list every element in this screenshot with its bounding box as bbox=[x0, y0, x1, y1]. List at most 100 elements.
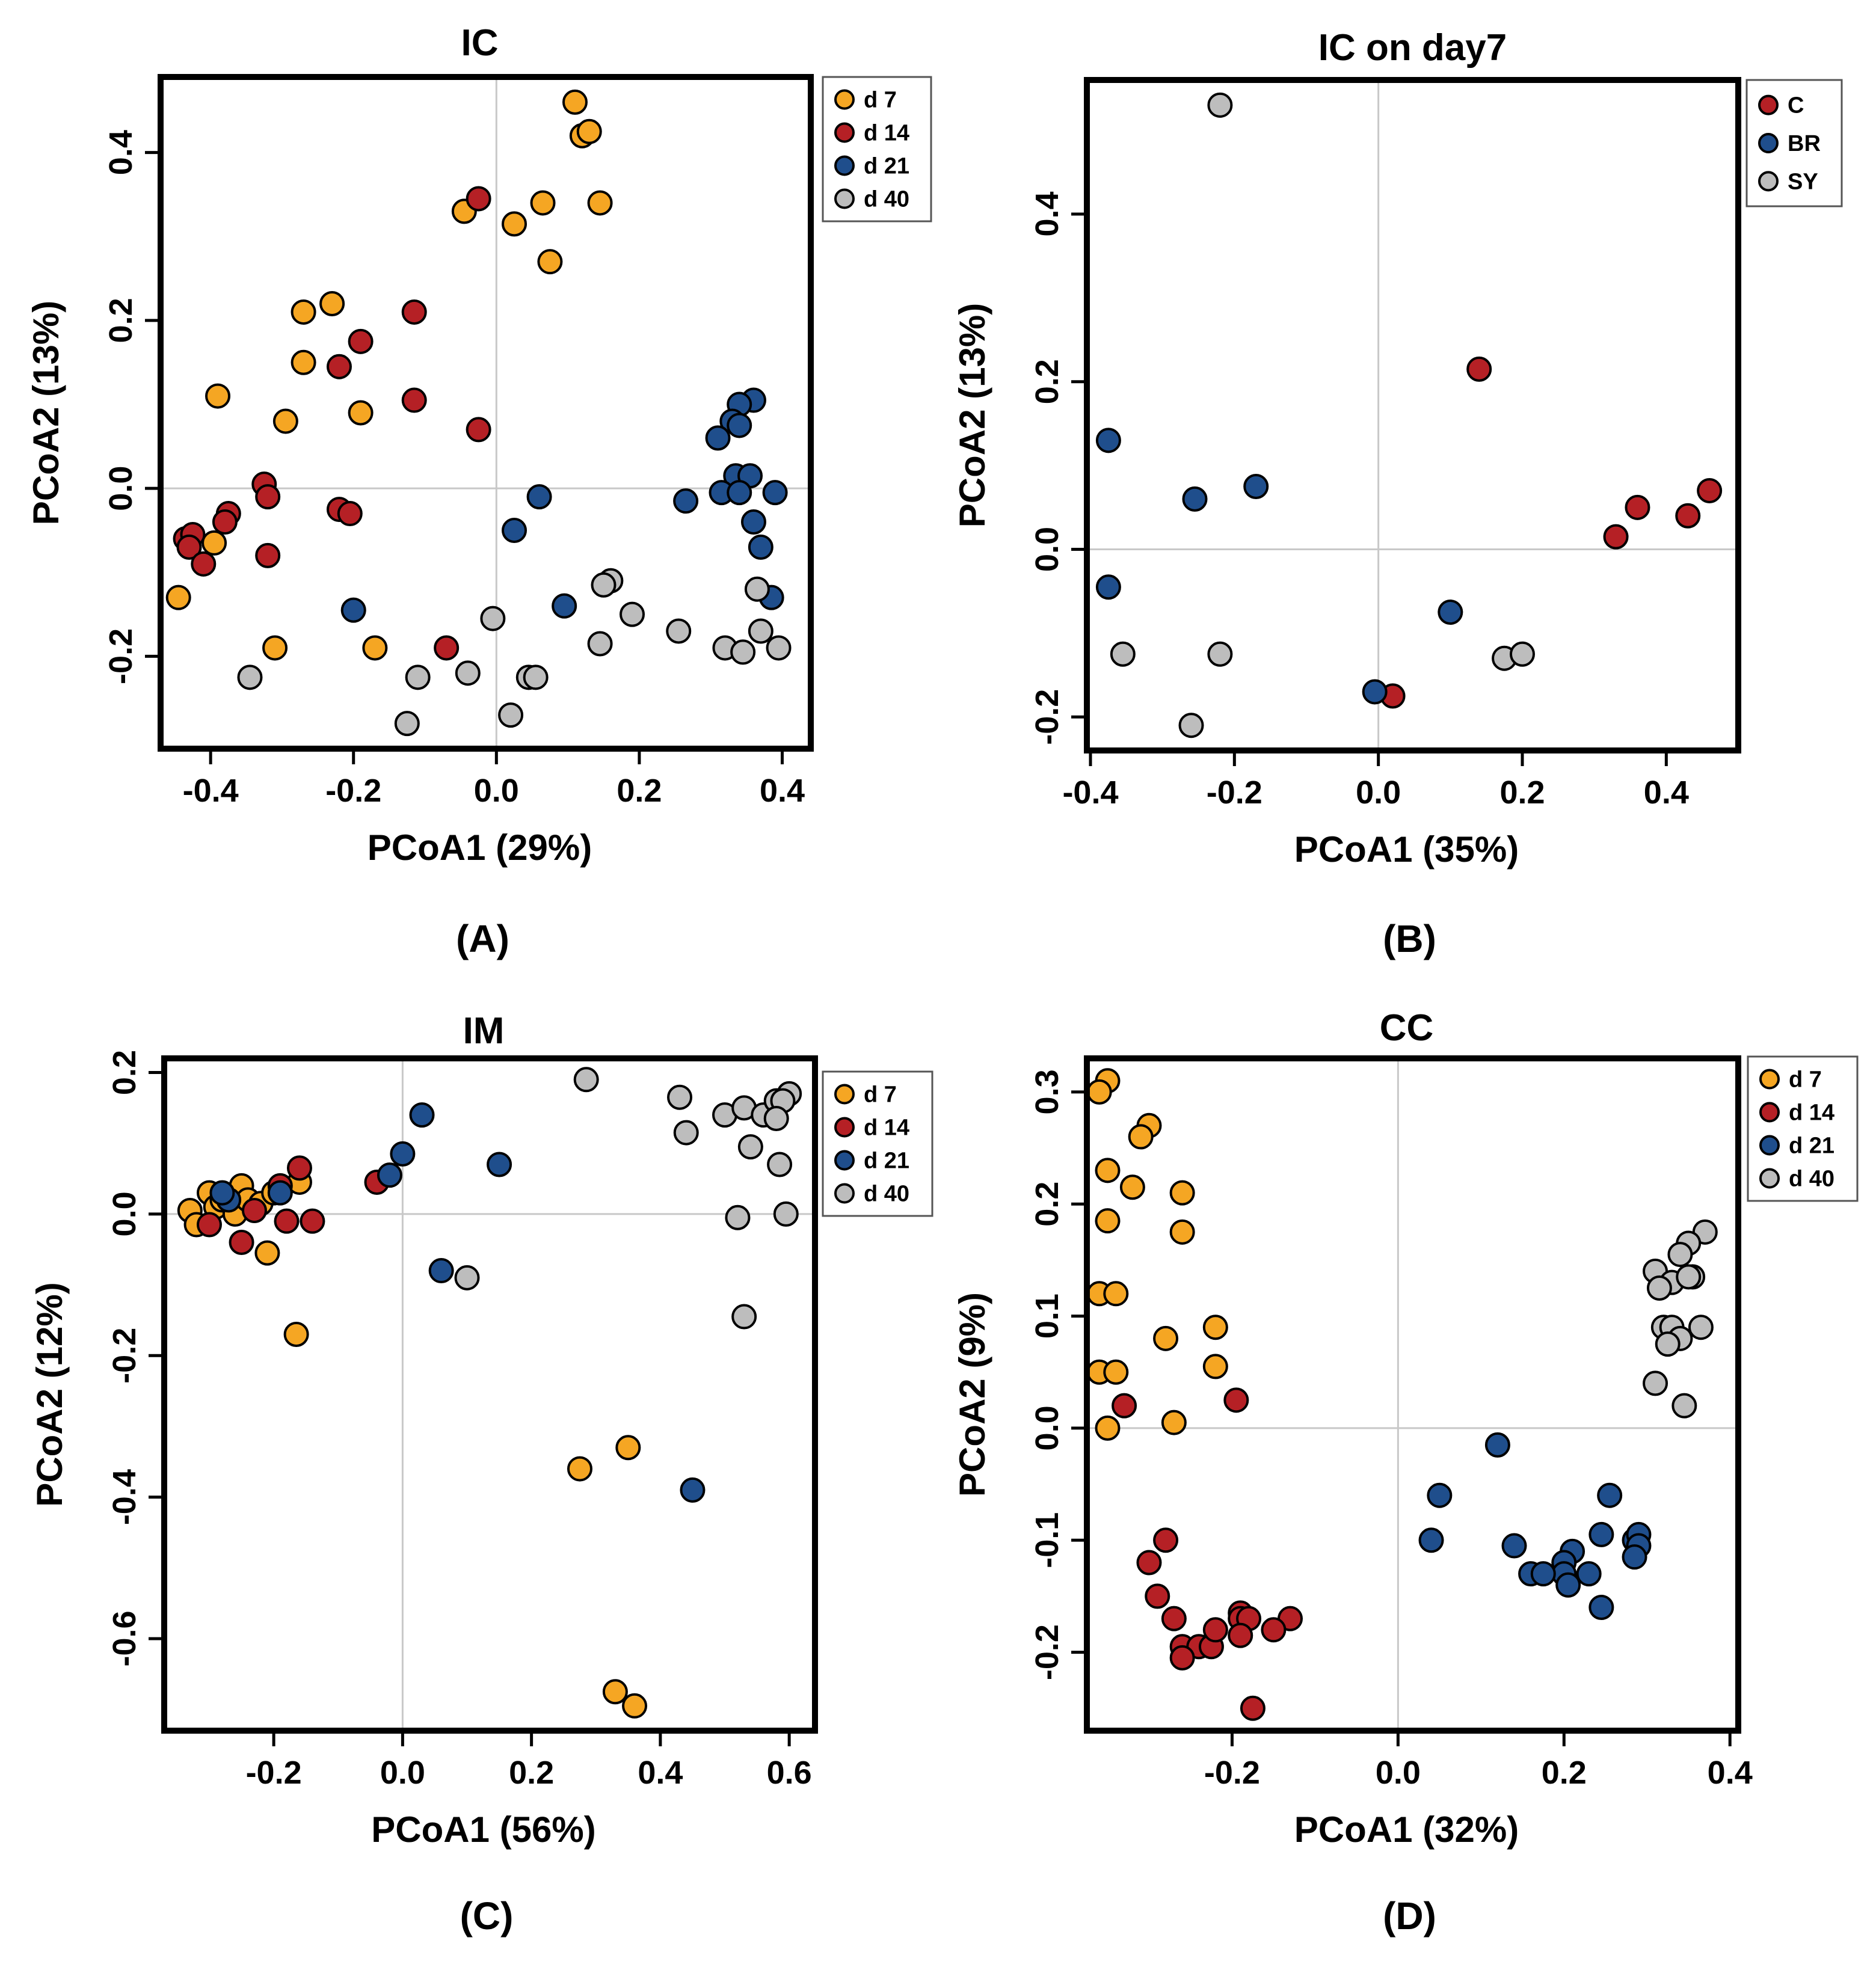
data-point-d21 bbox=[1427, 1482, 1453, 1508]
data-point-d21 bbox=[487, 1152, 512, 1177]
x-axis-label: PCoA1 (35%) bbox=[1294, 829, 1519, 870]
plot-frame bbox=[161, 1055, 818, 1734]
data-point-sy bbox=[1207, 92, 1233, 118]
data-point-c bbox=[1603, 524, 1629, 550]
legend-marker-d21 bbox=[1759, 1135, 1780, 1156]
data-point-d14 bbox=[1261, 1617, 1287, 1643]
y-tick-label: -0.2 bbox=[1029, 689, 1065, 745]
data-point-d40 bbox=[766, 635, 792, 661]
y-tick-label: 0.4 bbox=[103, 130, 139, 175]
data-point-d40 bbox=[455, 660, 481, 686]
data-point-d21 bbox=[1588, 1595, 1614, 1621]
data-point-d7 bbox=[1153, 1325, 1179, 1351]
y-tick-label: 0.0 bbox=[103, 466, 139, 511]
legend-label: SY bbox=[1788, 169, 1818, 194]
data-point-d14 bbox=[1169, 1645, 1195, 1671]
x-tick-label: 0.0 bbox=[474, 773, 519, 809]
data-point-d7 bbox=[622, 1693, 648, 1719]
data-point-d40 bbox=[730, 639, 756, 665]
data-point-d14 bbox=[1112, 1393, 1137, 1419]
data-point-d40 bbox=[666, 618, 692, 644]
legend-marker-d14 bbox=[834, 122, 855, 143]
data-point-d14 bbox=[434, 635, 460, 661]
x-tick-label: 0.6 bbox=[767, 1755, 812, 1791]
data-point-d21 bbox=[1530, 1561, 1556, 1587]
y-tick-label: 0.2 bbox=[106, 1050, 143, 1095]
x-axis-label: PCoA1 (56%) bbox=[371, 1809, 595, 1850]
data-point-d7 bbox=[165, 585, 191, 610]
data-point-d7 bbox=[562, 89, 588, 115]
data-point-d40 bbox=[748, 618, 773, 644]
y-tick-label: -0.2 bbox=[103, 628, 139, 684]
data-point-d7 bbox=[319, 290, 345, 316]
data-point-d21 bbox=[502, 517, 527, 543]
data-point-d40 bbox=[587, 631, 613, 657]
chart-title: IC on day7 bbox=[1318, 27, 1507, 69]
data-point-d21 bbox=[1597, 1482, 1623, 1508]
data-point-d21 bbox=[209, 1180, 235, 1206]
data-point-d40 bbox=[744, 576, 770, 602]
panel-tag: (C) bbox=[460, 1894, 514, 1938]
x-tick-label: -0.4 bbox=[1062, 775, 1118, 811]
legend-label: d 7 bbox=[864, 88, 897, 113]
legend-label: d 7 bbox=[1789, 1067, 1822, 1093]
data-point-d14 bbox=[255, 484, 281, 510]
data-point-d14 bbox=[300, 1208, 325, 1234]
data-point-d40 bbox=[573, 1067, 599, 1093]
data-point-d14 bbox=[466, 417, 491, 443]
x-tick-label: -0.4 bbox=[183, 773, 239, 809]
chart-title: IM bbox=[463, 1010, 505, 1052]
data-point-d7 bbox=[1095, 1158, 1121, 1183]
data-point-br bbox=[1243, 473, 1269, 499]
data-point-d14 bbox=[1202, 1617, 1228, 1643]
data-point-d7 bbox=[201, 530, 227, 556]
panel-a-ic: -0.4 -0.2 0.0 0.2 0.4 -0.2 0.0 0.2 0.4 IC PCoA1 (2… bbox=[26, 22, 932, 960]
legend-marker-d40 bbox=[834, 188, 855, 209]
data-point-d40 bbox=[394, 711, 420, 737]
data-point-d40 bbox=[767, 1152, 793, 1177]
plot-frame bbox=[1084, 1055, 1741, 1734]
y-tick-label: -0.4 bbox=[106, 1469, 143, 1525]
data-point-d7 bbox=[576, 118, 602, 144]
x-tick-label: 0.4 bbox=[760, 773, 805, 809]
data-point-d7 bbox=[537, 249, 563, 275]
data-point-d40 bbox=[1667, 1242, 1693, 1268]
legend-label: d 14 bbox=[864, 121, 909, 146]
y-axis-label: PCoA2 (13%) bbox=[952, 303, 992, 527]
data-point-d40 bbox=[237, 664, 263, 690]
y-tick-label: 0.0 bbox=[1029, 1405, 1065, 1450]
data-point-d21 bbox=[552, 593, 577, 619]
y-tick-label: 0.2 bbox=[1029, 1182, 1065, 1227]
y-tick-label: 0.2 bbox=[1029, 359, 1065, 404]
data-point-d21 bbox=[340, 597, 366, 623]
y-tick-label: -0.2 bbox=[106, 1328, 143, 1384]
data-point-d7 bbox=[615, 1435, 641, 1461]
data-point-d7 bbox=[272, 408, 298, 434]
data-point-d7 bbox=[262, 635, 288, 661]
data-point-br bbox=[1095, 574, 1121, 600]
data-point-d14 bbox=[1153, 1527, 1179, 1553]
data-point-d7 bbox=[1169, 1219, 1195, 1245]
legend-marker-d21 bbox=[834, 1150, 855, 1171]
panel-tag: (B) bbox=[1383, 917, 1436, 960]
x-tick-label: 0.2 bbox=[1499, 775, 1545, 811]
data-point-br bbox=[1095, 428, 1121, 453]
y-tick-label: 0.4 bbox=[1029, 191, 1065, 236]
data-point-d14 bbox=[1223, 1387, 1249, 1413]
data-point-c bbox=[1466, 356, 1492, 382]
data-point-d40 bbox=[1655, 1331, 1681, 1357]
panel-tag: (D) bbox=[1383, 1894, 1436, 1938]
x-axis-label: PCoA1 (32%) bbox=[1294, 1809, 1519, 1850]
data-point-d7 bbox=[362, 635, 388, 661]
data-point-d7 bbox=[1095, 1208, 1121, 1234]
data-point-d7 bbox=[1202, 1354, 1228, 1379]
y-tick-label: -0.1 bbox=[1029, 1512, 1065, 1568]
legend-marker-d14 bbox=[1759, 1102, 1780, 1123]
data-point-d21 bbox=[1501, 1533, 1527, 1559]
data-point-d40 bbox=[591, 572, 617, 598]
legend-label: d 40 bbox=[864, 187, 909, 212]
legend: C BR SY bbox=[1745, 79, 1843, 207]
x-axis-label: PCoA1 (29%) bbox=[368, 827, 592, 868]
y-tick-label: 0.1 bbox=[1029, 1293, 1065, 1339]
legend-marker-d7 bbox=[834, 89, 855, 110]
